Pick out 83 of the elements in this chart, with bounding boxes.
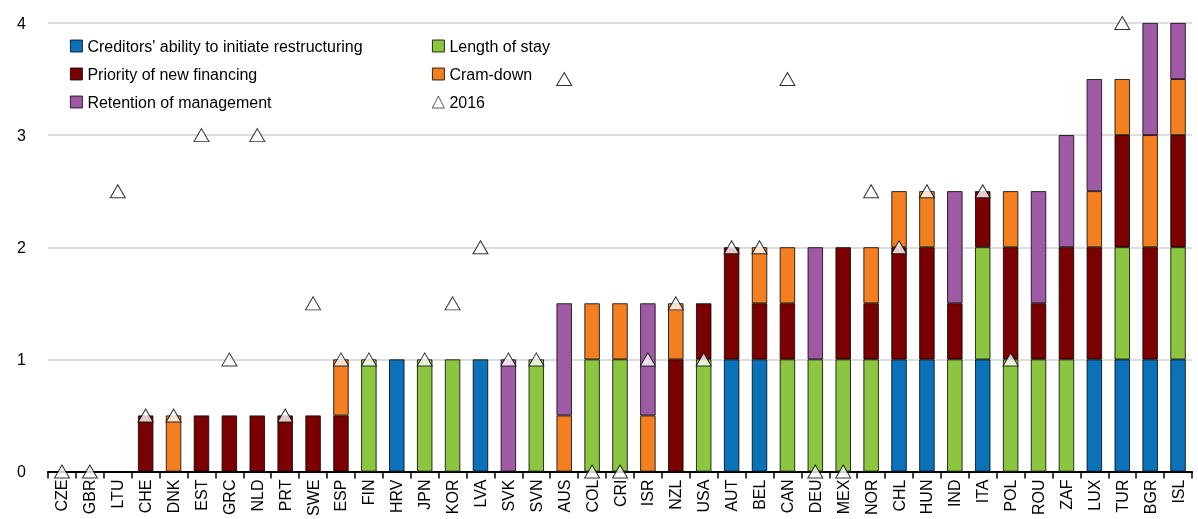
x-tick-label: IND: [946, 479, 964, 508]
legend-label: Priority of new financing: [87, 65, 258, 83]
point: [500, 352, 517, 367]
y-tick-label: 2: [17, 238, 27, 256]
x-tick-label: COL: [583, 479, 601, 513]
x-tick-label: FIN: [360, 479, 378, 506]
point: [305, 296, 322, 311]
point: [695, 352, 712, 367]
x-tick-label: POL: [1002, 479, 1020, 512]
x-tick-label: DEU: [806, 479, 824, 514]
x-tick-label: CAN: [778, 479, 796, 514]
x-tick-label: EST: [192, 479, 210, 511]
point: [974, 184, 991, 199]
legend-label: Retention of management: [87, 93, 273, 111]
x-tick-label: NZL: [667, 479, 685, 510]
x-tick-label: ZAF: [1057, 479, 1075, 510]
point: [277, 408, 294, 423]
x-tick-label: GBR: [81, 479, 99, 515]
point: [723, 240, 740, 255]
point: [472, 240, 489, 255]
legend-label: Cram-down: [449, 65, 533, 83]
x-tick-label: NOR: [862, 479, 880, 516]
point: [1114, 16, 1131, 30]
point: [332, 352, 349, 367]
x-tick-label: AUT: [723, 479, 741, 512]
x-tick-label: SWE: [304, 479, 322, 517]
point: [444, 296, 461, 311]
x-tick-label: ISR: [639, 479, 657, 507]
legend-label: 2016: [449, 93, 486, 111]
x-tick-label: TUR: [1113, 479, 1131, 513]
legend-label: Creditors' ability to initiate restructuring: [87, 37, 363, 55]
x-tick-label: AUS: [555, 479, 573, 513]
x-tick-label: BEL: [751, 479, 769, 510]
x-tick-label: BGR: [1141, 479, 1159, 515]
y-tick-label: 4: [17, 14, 27, 32]
point: [807, 464, 824, 479]
x-tick-label: ISL: [1169, 479, 1187, 504]
x-tick-label: ITA: [974, 479, 992, 504]
x-tick-label: NLD: [248, 479, 266, 512]
x-tick-label: HRV: [388, 479, 406, 514]
x-tick-label: USA: [695, 479, 713, 513]
point: [109, 184, 126, 199]
x-tick-label: JPN: [416, 479, 434, 510]
point: [165, 408, 182, 423]
y-tick-label: 3: [17, 126, 27, 144]
x-tick-label: LVA: [471, 479, 489, 508]
x-tick-label: ROU: [1030, 479, 1048, 516]
point: [1002, 352, 1019, 367]
y-tick-label: 1: [17, 350, 27, 368]
x-tick-label: CHL: [890, 479, 908, 512]
point: [639, 352, 656, 367]
point: [891, 240, 908, 255]
point: [612, 464, 628, 479]
x-tick-label: ESP: [332, 479, 350, 512]
x-tick-label: MEX: [834, 479, 852, 515]
x-tick-label: CZE: [53, 479, 71, 512]
point: [528, 352, 545, 367]
point: [360, 352, 377, 367]
point: [863, 184, 880, 199]
x-tick-label: PRT: [276, 479, 294, 512]
point: [667, 296, 684, 311]
x-tick-label: LTU: [109, 479, 127, 509]
x-tick-label: KOR: [444, 479, 462, 515]
x-tick-label: HUN: [918, 479, 936, 515]
point: [751, 240, 768, 255]
point: [835, 464, 852, 479]
x-tick-label: SVN: [527, 479, 545, 513]
y-tick-label: 0: [17, 463, 27, 481]
x-tick-label: CHE: [137, 479, 155, 514]
point: [137, 408, 154, 423]
point: [416, 352, 433, 367]
point: [221, 352, 238, 367]
point: [81, 464, 98, 479]
point: [918, 184, 935, 199]
point: [53, 464, 70, 479]
legend-label: Length of stay: [449, 37, 550, 55]
x-tick-label: GRC: [220, 479, 238, 516]
point: [249, 128, 266, 143]
x-tick-label: CRI: [611, 479, 629, 508]
point: [584, 464, 601, 479]
x-tick-label: SVK: [499, 479, 517, 512]
x-tick-label: DNK: [165, 479, 183, 514]
x-tick-label: LUX: [1085, 479, 1103, 511]
